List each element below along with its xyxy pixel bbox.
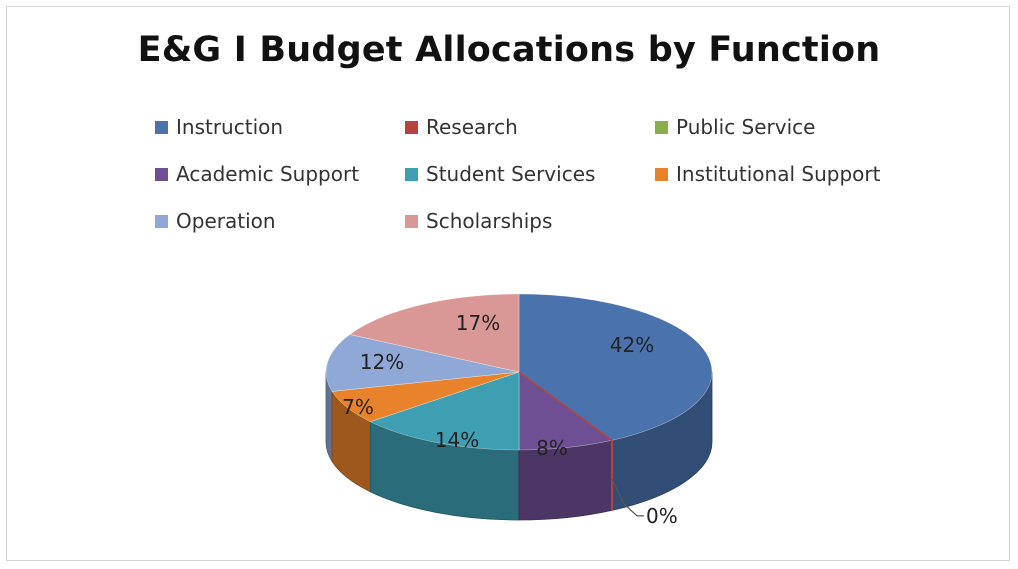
legend-item-public-service: Public Service bbox=[655, 112, 915, 142]
legend-label-academic-support: Academic Support bbox=[176, 162, 360, 186]
legend-swatch-academic-support bbox=[155, 167, 168, 181]
data-label-student-services: 14% bbox=[435, 428, 479, 452]
chart-legend: Instruction Research Public Service Acad… bbox=[155, 112, 915, 236]
legend-swatch-scholarships bbox=[405, 214, 418, 228]
pie-slice-research bbox=[518, 371, 613, 441]
chart-title: E&G I Budget Allocations by Function bbox=[137, 30, 881, 70]
legend-swatch-student-services bbox=[405, 167, 418, 181]
legend-item-operation: Operation bbox=[155, 206, 405, 236]
legend-label-operation: Operation bbox=[176, 209, 276, 233]
data-label-academic-support: 8% bbox=[536, 436, 568, 460]
legend-label-scholarships: Scholarships bbox=[426, 209, 553, 233]
legend-label-public-service: Public Service bbox=[676, 115, 816, 139]
legend-item-institutional-support: Institutional Support bbox=[655, 159, 915, 189]
data-label-scholarships: 17% bbox=[456, 311, 500, 335]
legend-swatch-instruction bbox=[155, 120, 168, 134]
legend-label-student-services: Student Services bbox=[426, 162, 596, 186]
legend-item-scholarships: Scholarships bbox=[405, 206, 655, 236]
legend-item-research: Research bbox=[405, 112, 655, 142]
legend-swatch-institutional-support bbox=[655, 167, 668, 181]
legend-label-research: Research bbox=[426, 115, 518, 139]
legend-swatch-operation bbox=[155, 214, 168, 228]
legend-item-instruction: Instruction bbox=[155, 112, 405, 142]
legend-swatch-public-service bbox=[655, 120, 668, 134]
pie-slice-operation bbox=[325, 334, 520, 392]
data-label-instruction: 42% bbox=[610, 333, 654, 357]
pie-slice-student-services bbox=[369, 371, 520, 451]
data-label-research: 0% bbox=[646, 504, 678, 528]
pie-slice-instruction bbox=[518, 293, 713, 441]
legend-item-student-services: Student Services bbox=[405, 159, 655, 189]
pie-slice-academic-support bbox=[518, 371, 613, 451]
data-label-operation: 12% bbox=[360, 350, 404, 374]
legend-label-institutional-support: Institutional Support bbox=[676, 162, 881, 186]
legend-label-instruction: Instruction bbox=[176, 115, 284, 139]
leader-line-research bbox=[611, 478, 644, 517]
legend-swatch-research bbox=[405, 120, 418, 134]
pie-slice-scholarships bbox=[349, 293, 520, 373]
data-label-institutional-support: 7% bbox=[342, 395, 374, 419]
legend-item-academic-support: Academic Support bbox=[155, 159, 405, 189]
